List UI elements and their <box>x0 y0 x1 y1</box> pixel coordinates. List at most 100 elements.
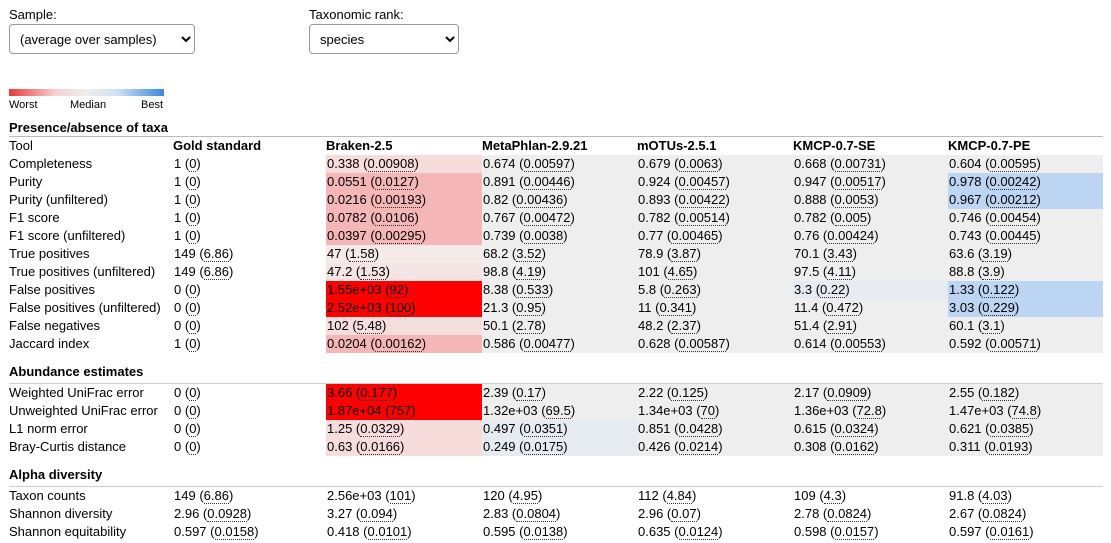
std-error-value[interactable]: 0.0824 <box>982 506 1023 522</box>
std-error-value[interactable]: 0.122 <box>982 282 1015 298</box>
std-error-value[interactable]: 3.43 <box>827 246 853 262</box>
std-error-value[interactable]: 0.00553 <box>834 336 882 352</box>
std-error-value[interactable]: 0.0124 <box>678 524 719 540</box>
std-error-value[interactable]: 0.533 <box>516 282 549 298</box>
std-error-value[interactable]: 6.86 <box>203 264 229 280</box>
std-error-value[interactable]: 0.00597 <box>523 156 571 172</box>
std-error-value[interactable]: 0.0106 <box>374 210 415 226</box>
std-error-value[interactable]: 0.00162 <box>374 336 422 352</box>
std-error-value[interactable]: 0.0127 <box>374 174 415 190</box>
std-error-value[interactable]: 0.95 <box>516 300 542 316</box>
std-error-value[interactable]: 0.0909 <box>827 385 868 401</box>
std-error-value[interactable]: 0.00295 <box>374 228 422 244</box>
std-error-value[interactable]: 2.37 <box>671 318 697 334</box>
std-error-value[interactable]: 0.341 <box>659 300 692 316</box>
std-error-value[interactable]: 0.229 <box>982 300 1015 316</box>
std-error-value[interactable]: 4.19 <box>516 264 542 280</box>
std-error-value[interactable]: 3.87 <box>671 246 697 262</box>
std-error-value[interactable]: 4.65 <box>667 264 693 280</box>
std-error-value[interactable]: 3.52 <box>516 246 542 262</box>
std-error-value[interactable]: 0.0351 <box>523 421 564 437</box>
std-error-value[interactable]: 4.11 <box>827 264 852 280</box>
std-error-value[interactable]: 2.78 <box>516 318 542 334</box>
std-error-value[interactable]: 0.0162 <box>834 439 875 455</box>
std-error-value[interactable]: 0.0166 <box>360 439 401 455</box>
std-error-value[interactable]: 0 <box>189 156 197 172</box>
std-error-value[interactable]: 0.0063 <box>678 156 719 172</box>
std-error-value[interactable]: 0 <box>189 192 197 208</box>
std-error-value[interactable]: 0.0928 <box>207 506 248 522</box>
std-error-value[interactable]: 0.00457 <box>678 174 726 190</box>
std-error-value[interactable]: 4.95 <box>512 488 538 504</box>
std-error-value[interactable]: 0.00477 <box>523 336 571 352</box>
std-error-value[interactable]: 0.00242 <box>989 174 1037 190</box>
std-error-value[interactable]: 1.53 <box>360 264 386 280</box>
std-error-value[interactable]: 0.00472 <box>523 210 571 226</box>
std-error-value[interactable]: 0.22 <box>820 282 846 298</box>
std-error-value[interactable]: 4.03 <box>982 488 1008 504</box>
std-error-value[interactable]: 6.86 <box>203 246 229 262</box>
std-error-value[interactable]: 0.0161 <box>989 524 1030 540</box>
std-error-value[interactable]: 0.00465 <box>671 228 719 244</box>
std-error-value[interactable]: 4.84 <box>666 488 692 504</box>
std-error-value[interactable]: 0.125 <box>671 385 704 401</box>
std-error-value[interactable]: 0.0824 <box>827 506 868 522</box>
std-error-value[interactable]: 2.91 <box>827 318 853 334</box>
std-error-value[interactable]: 0 <box>189 421 197 437</box>
sample-select[interactable]: (average over samples) <box>9 24 195 54</box>
std-error-value[interactable]: 0.0385 <box>989 421 1030 437</box>
std-error-value[interactable]: 5.48 <box>356 318 382 334</box>
std-error-value[interactable]: 757 <box>389 403 412 419</box>
std-error-value[interactable]: 0 <box>189 403 197 419</box>
std-error-value[interactable]: 3.9 <box>982 264 1001 280</box>
std-error-value[interactable]: 0.005 <box>834 210 868 226</box>
std-error-value[interactable]: 0.00445 <box>989 228 1037 244</box>
std-error-value[interactable]: 3.1 <box>982 318 1001 334</box>
std-error-value[interactable]: 0.00514 <box>678 210 726 226</box>
std-error-value[interactable]: 3.19 <box>982 246 1008 262</box>
std-error-value[interactable]: 6.86 <box>203 488 229 504</box>
std-error-value[interactable]: 0 <box>189 336 197 352</box>
std-error-value[interactable]: 0 <box>189 439 197 455</box>
std-error-value[interactable]: 101 <box>389 488 412 504</box>
std-error-value[interactable]: 0 <box>189 300 197 316</box>
std-error-value[interactable]: 0.0329 <box>360 421 401 437</box>
std-error-value[interactable]: 0.0158 <box>214 524 255 540</box>
std-error-value[interactable]: 0 <box>189 282 197 298</box>
std-error-value[interactable]: 4.3 <box>823 488 842 504</box>
std-error-value[interactable]: 0 <box>189 318 197 334</box>
std-error-value[interactable]: 0.0324 <box>834 421 875 437</box>
std-error-value[interactable]: 0 <box>189 174 197 190</box>
std-error-value[interactable]: 0.07 <box>671 506 697 522</box>
std-error-value[interactable]: 0.0804 <box>516 506 557 522</box>
std-error-value[interactable]: 0.0101 <box>367 524 408 540</box>
std-error-value[interactable]: 72.8 <box>856 403 882 419</box>
std-error-value[interactable]: 0.0038 <box>523 228 564 244</box>
std-error-value[interactable]: 0.0053 <box>834 192 875 208</box>
std-error-value[interactable]: 92 <box>389 282 405 298</box>
std-error-value[interactable]: 0.0157 <box>834 524 875 540</box>
std-error-value[interactable]: 0.17 <box>516 385 542 401</box>
std-error-value[interactable]: 70 <box>700 403 716 419</box>
std-error-value[interactable]: 0.0428 <box>678 421 719 437</box>
rank-select[interactable]: species <box>309 24 459 54</box>
std-error-value[interactable]: 0.263 <box>664 282 697 298</box>
std-error-value[interactable]: 0.0175 <box>523 439 564 455</box>
std-error-value[interactable]: 0.177 <box>360 385 393 401</box>
std-error-value[interactable]: 1.58 <box>349 246 375 262</box>
std-error-value[interactable]: 0.0193 <box>988 439 1029 455</box>
std-error-value[interactable]: 74.8 <box>1011 403 1037 419</box>
std-error-value[interactable]: 0.00571 <box>989 336 1037 352</box>
std-error-value[interactable]: 0.00587 <box>678 336 726 352</box>
std-error-value[interactable]: 0.0138 <box>523 524 564 540</box>
std-error-value[interactable]: 0.00908 <box>367 156 415 172</box>
std-error-value[interactable]: 0.00424 <box>827 228 875 244</box>
std-error-value[interactable]: 0.094 <box>360 506 393 522</box>
std-error-value[interactable]: 0.00517 <box>834 174 882 190</box>
std-error-value[interactable]: 0.0214 <box>678 439 719 455</box>
std-error-value[interactable]: 0.00422 <box>678 192 726 208</box>
std-error-value[interactable]: 0.00595 <box>989 156 1037 172</box>
std-error-value[interactable]: 0.472 <box>826 300 859 316</box>
std-error-value[interactable]: 0.00436 <box>516 192 564 208</box>
std-error-value[interactable]: 0.00446 <box>523 174 571 190</box>
